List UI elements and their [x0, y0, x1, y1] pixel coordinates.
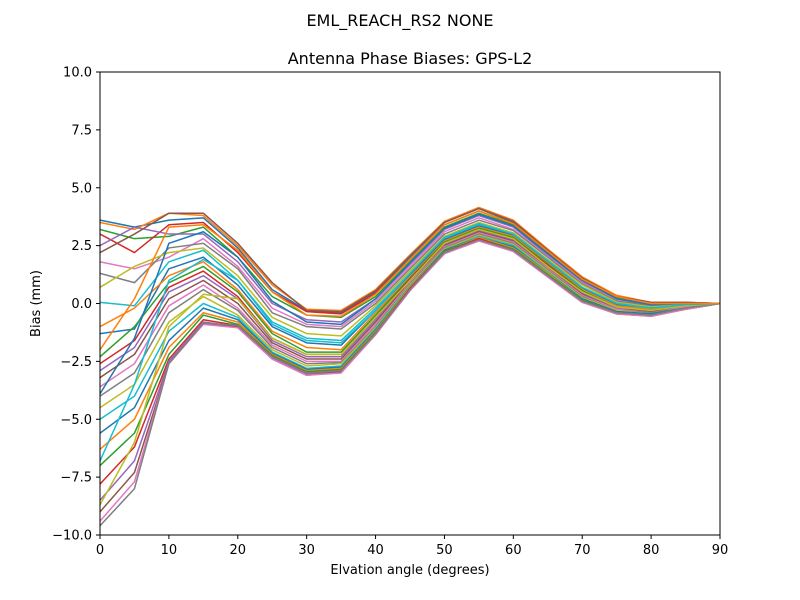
y-tick-label: 5.0 — [71, 181, 92, 196]
x-tick-label: 10 — [161, 543, 178, 558]
series-line-s07 — [100, 217, 720, 328]
y-tick-label: −7.5 — [60, 471, 92, 486]
series-line-s32 — [100, 210, 720, 351]
series-line-s08 — [100, 219, 720, 330]
x-tick-label: 90 — [712, 543, 729, 558]
series-line-s12 — [100, 226, 720, 351]
series-layer — [100, 206, 720, 527]
series-line-s17 — [100, 232, 720, 388]
series-line-s09 — [100, 221, 720, 337]
y-tick-label: 10.0 — [63, 66, 92, 81]
y-tick-label: −2.5 — [60, 355, 92, 370]
y-tick-label: −5.0 — [60, 413, 92, 428]
series-line-s19 — [100, 234, 720, 409]
x-tick-label: 80 — [643, 543, 660, 558]
x-tick-label: 0 — [96, 543, 104, 558]
x-tick-label: 50 — [436, 543, 453, 558]
figure-suptitle: EML_REACH_RS2 NONE — [306, 11, 493, 31]
y-tick-label: 2.5 — [71, 239, 92, 254]
x-tick-label: 30 — [298, 543, 315, 558]
x-axis: 0 10 20 30 40 50 60 70 80 90 — [96, 535, 728, 558]
x-axis-label: Elvation angle (degrees) — [330, 563, 489, 578]
series-line-s11 — [100, 225, 720, 346]
series-line-s30 — [100, 222, 720, 462]
y-tick-label: −10.0 — [52, 529, 92, 544]
x-tick-label: 20 — [230, 543, 247, 558]
y-tick-label: 7.5 — [71, 123, 92, 138]
y-axis-label: Bias (mm) — [29, 270, 44, 337]
series-line-s03 — [100, 212, 720, 319]
x-tick-label: 40 — [367, 543, 384, 558]
series-line-s02 — [100, 206, 720, 312]
y-tick-label: 0.0 — [71, 297, 92, 312]
y-axis: −10.0 −7.5 −5.0 −2.5 0.0 2.5 5.0 7.5 10.0 — [52, 66, 100, 544]
x-tick-label: 70 — [574, 543, 591, 558]
series-line-s28 — [100, 239, 720, 527]
series-line-s31 — [100, 213, 720, 395]
x-tick-label: 60 — [505, 543, 522, 558]
chart-title: Antenna Phase Biases: GPS-L2 — [288, 49, 533, 68]
series-line-s29 — [100, 228, 720, 506]
